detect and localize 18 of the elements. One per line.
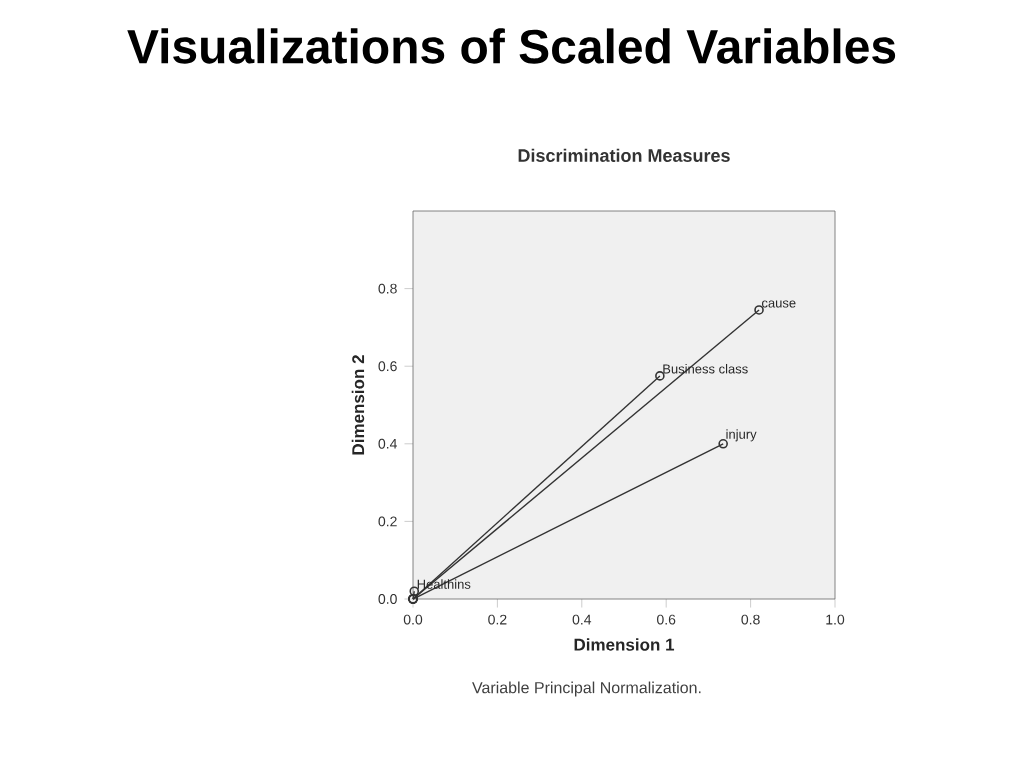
x-tick-label: 1.0 — [826, 614, 845, 625]
y-tick-label: 0.8 — [378, 283, 397, 294]
y-tick-label: 0.2 — [378, 516, 397, 527]
text: Variable Principal Normalization. — [472, 681, 701, 697]
x-tick-label: 0.0 — [403, 614, 423, 625]
x-tick-label: 0.4 — [572, 614, 592, 625]
x-axis-title: Dimension 1 — [574, 638, 675, 651]
y-tick-label: 0.6 — [378, 361, 397, 372]
y-axis-title: Dimension 2 — [351, 355, 365, 455]
chart-subtitle: Discrimination Measures — [518, 148, 730, 162]
series-label: cause — [762, 300, 796, 308]
y-tick-label: 0.4 — [378, 438, 397, 449]
x-tick-label: 0.6 — [657, 614, 676, 625]
x-tick-label: 0.8 — [741, 614, 760, 625]
x-tick-label: 0.2 — [488, 614, 507, 625]
series-label: injury — [726, 429, 757, 442]
y-tick-label: 0.0 — [378, 594, 397, 604]
chart-title: Visualizations of Scaled Variables — [127, 28, 896, 64]
